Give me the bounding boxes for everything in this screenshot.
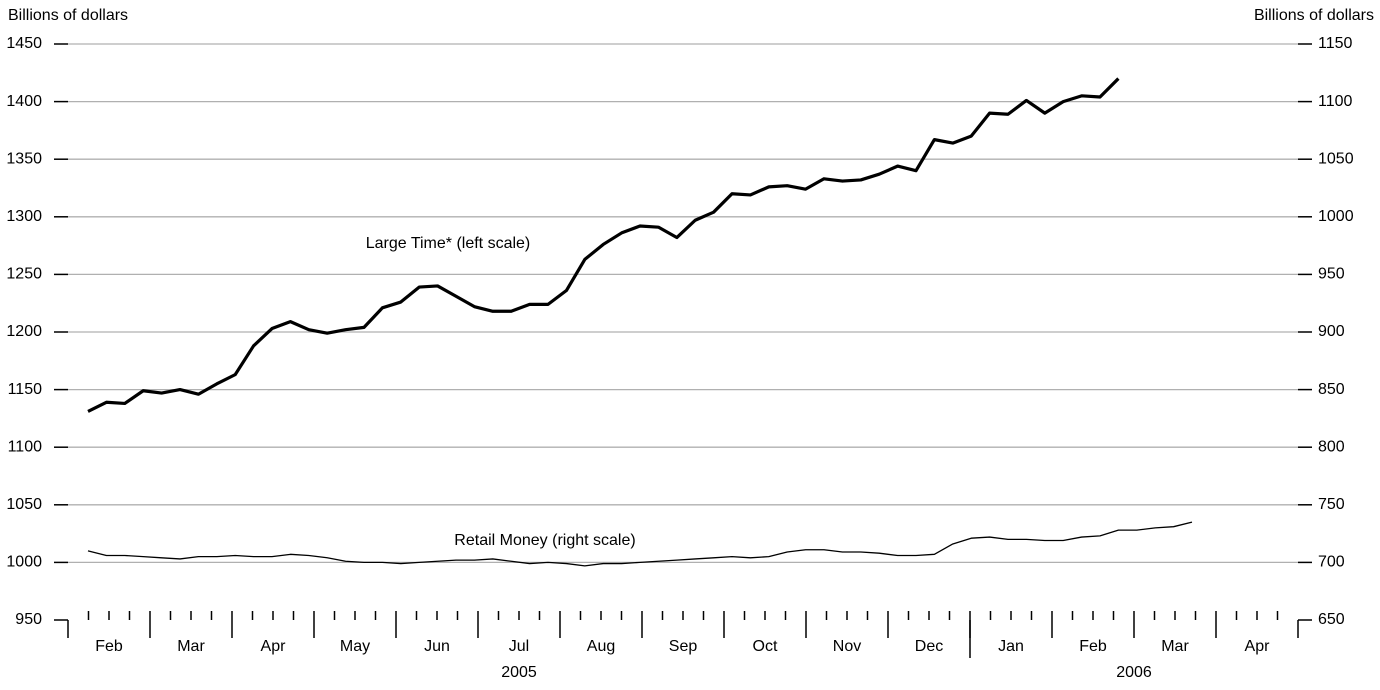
x-tick-label: Jan [998,638,1024,655]
x-tick-label: Dec [915,638,943,655]
y-tick-label: 1150 [8,381,43,398]
y2-tick-label: 1100 [1318,93,1353,110]
series-label: Retail Money (right scale) [454,532,635,549]
y-tick-label: 1200 [6,323,42,340]
year-label: 2006 [1116,664,1152,681]
series-label: Large Time* (left scale) [366,235,531,252]
y-tick-label: 950 [15,611,42,628]
y-axis-title: Billions of dollars [8,7,128,24]
y2-tick-label: 750 [1318,496,1345,513]
y2-tick-label: 700 [1318,554,1345,571]
x-tick-label: Feb [1079,638,1107,655]
y2-tick-label: 950 [1318,266,1345,283]
y2-tick-label: 900 [1318,323,1345,340]
y-tick-label: 1000 [6,554,42,571]
y-tick-label: 1400 [6,93,42,110]
series-line [87,521,1193,567]
x-tick-label: Apr [1245,638,1271,655]
x-tick-label: Apr [261,638,287,655]
y-tick-label: 1100 [8,438,43,455]
x-tick-label: Feb [95,638,123,655]
x-tick-label: Mar [177,638,205,655]
y2-tick-label: 1050 [1318,150,1354,167]
x-tick-label: Aug [587,638,615,655]
y2-axis-title: Billions of dollars [1254,7,1374,24]
y2-tick-label: 650 [1318,611,1345,628]
y-tick-label: 1350 [6,150,42,167]
y-tick-label: 1050 [6,496,42,513]
x-tick-label: Nov [833,638,861,655]
y-tick-label: 1450 [6,35,42,52]
y-tick-label: 1300 [6,208,42,225]
y2-tick-label: 850 [1318,381,1345,398]
x-tick-label: Oct [753,638,778,655]
y2-tick-label: 1150 [1318,35,1353,52]
y2-tick-label: 800 [1318,438,1345,455]
x-tick-label: Jul [509,638,529,655]
y2-tick-label: 1000 [1318,208,1354,225]
year-label: 2005 [501,664,537,681]
x-tick-label: May [340,638,370,655]
x-tick-label: Mar [1161,638,1189,655]
x-tick-label: Sep [669,638,698,655]
x-tick-label: Jun [424,638,450,655]
series-line [87,77,1120,413]
y-tick-label: 1250 [6,266,42,283]
